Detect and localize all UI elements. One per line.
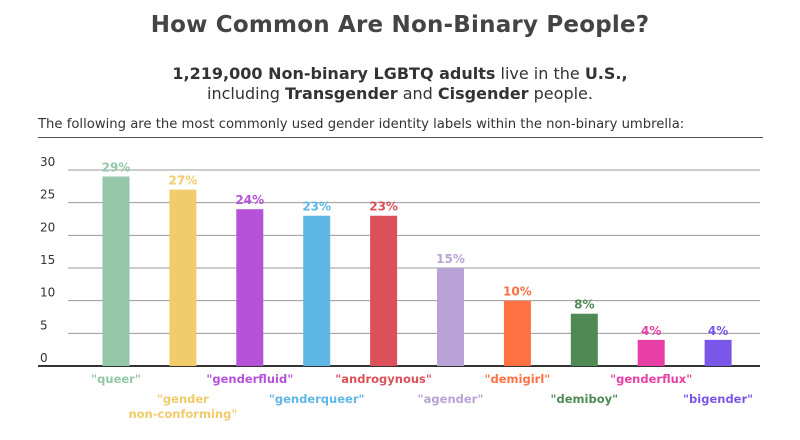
y-tick-label: 0 [40,351,48,365]
subtitle-text: live in the [495,64,585,83]
category-label: "genderflux" [610,372,692,387]
category-label-line: "genderflux" [610,372,693,386]
y-tick-label: 25 [40,188,55,202]
subtitle-line-1: 1,219,000 Non-binary LGBTQ adults live i… [0,64,800,83]
category-label-line: "bigender" [683,392,754,406]
bar [236,209,264,366]
bar [437,268,464,366]
subtitle-text: people. [528,84,593,103]
category-label: "gender non-conforming" [128,392,237,422]
category-label: "agender" [418,392,484,407]
category-label-line: "androgynous" [335,372,432,386]
data-label: 8% [574,298,594,312]
subtitle-text: including [207,84,285,103]
data-label: 10% [503,285,532,299]
data-label: 4% [641,324,661,338]
data-label: 27% [169,174,198,188]
category-label: "genderqueer" [269,392,365,407]
data-label: 23% [302,200,331,214]
bar [303,215,331,366]
category-label-line: non-conforming" [128,407,238,421]
data-label: 29% [102,161,131,175]
bar [370,215,398,366]
intro-divider [38,137,763,138]
data-label: 4% [708,324,728,338]
intro-text: The following are the most commonly used… [38,117,685,132]
bar [102,176,130,366]
y-tick-label: 5 [40,318,48,332]
subtitle-bold-count: 1,219,000 Non-binary LGBTQ adults [172,64,496,83]
category-label: "demigirl" [485,372,551,387]
subtitle-text: and [397,84,438,103]
category-label: "bigender" [683,392,753,407]
category-label-line: "queer" [91,372,141,386]
bar [570,313,598,366]
data-label: 23% [369,200,398,214]
y-tick-label: 15 [40,253,55,267]
category-label-line: "genderfluid" [206,372,294,386]
bar [503,300,531,366]
category-label: "demiboy" [551,392,619,407]
bar [169,189,197,366]
bar-chart: 0 5 10 15 20 25 30 29% 27% 24% 23% 23% 15% 10% 8% 4% 4% [38,155,760,367]
bar [704,339,732,366]
category-label-line: "agender" [417,392,484,406]
subtitle-bold-cisgender: Cisgender [437,84,529,103]
category-label-line: "genderqueer" [268,392,365,406]
data-label: 15% [436,252,465,266]
category-label-line: "demigirl" [484,372,551,386]
subtitle-bold-country: U.S., [584,64,628,83]
category-label: "queer" [91,372,141,387]
category-label-line: "demiboy" [550,392,619,406]
y-tick-label: 20 [40,220,55,234]
category-label: "genderfluid" [206,372,293,387]
data-label: 24% [235,193,264,207]
subtitle-line-2: including Transgender and Cisgender peop… [0,84,800,103]
category-label-line: "gender [156,392,209,406]
y-tick-label: 30 [40,155,55,169]
chart-title: How Common Are Non-Binary People? [150,12,650,38]
bar [637,339,665,366]
y-tick-label: 10 [40,286,55,300]
category-label: "androgynous" [335,372,432,387]
subtitle-bold-transgender: Transgender [284,84,398,103]
